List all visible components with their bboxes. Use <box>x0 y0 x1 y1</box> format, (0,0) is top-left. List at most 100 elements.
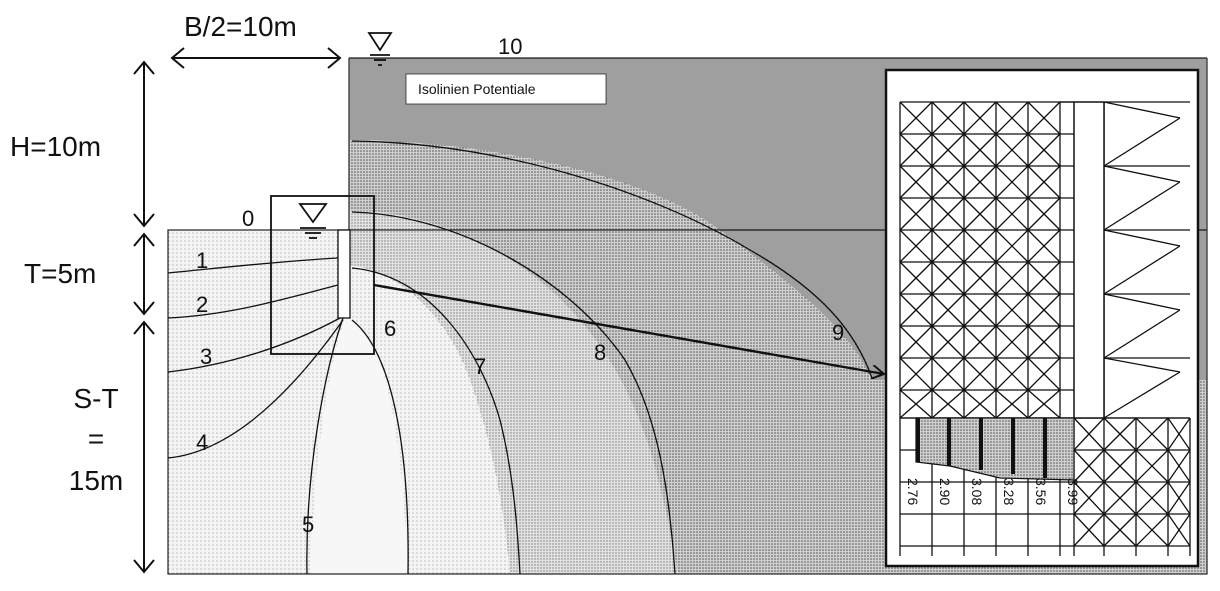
mesh-line <box>1103 449 1137 483</box>
mesh-line <box>963 133 997 167</box>
mesh-line <box>963 293 997 327</box>
isoline-4 <box>167 319 344 459</box>
mesh-line <box>1027 133 1061 167</box>
mesh-line <box>1103 417 1137 451</box>
mesh-line <box>931 325 965 359</box>
mesh-line <box>995 325 1029 359</box>
mesh-line <box>931 261 965 295</box>
mesh-line <box>963 325 997 359</box>
mesh-line <box>1027 101 1061 135</box>
height-label: H=10m <box>10 131 101 162</box>
mesh-line <box>1135 449 1169 483</box>
isoline-9 <box>351 140 873 379</box>
detail-sheet-pile <box>1073 101 1105 419</box>
mesh-line <box>995 293 1029 327</box>
s-minus-t-label-line1: S-T <box>73 383 118 414</box>
water-level-icon-upstream <box>367 32 393 66</box>
mesh-line <box>899 165 933 199</box>
mesh-line <box>1103 229 1181 247</box>
legend-label: Isolinien Potentiale <box>418 81 536 97</box>
mesh-line <box>899 357 933 391</box>
mesh-line <box>1103 101 1181 119</box>
mesh-line <box>963 101 997 135</box>
mesh-line <box>995 197 1029 231</box>
mesh-line <box>1167 417 1191 451</box>
detail-value-3: 3.28 <box>1001 478 1017 505</box>
isoline-label-9: 9 <box>832 320 844 345</box>
detail-arrow <box>373 283 884 374</box>
mesh-line <box>1103 371 1181 419</box>
mesh-line <box>899 133 933 167</box>
isoline-label-3: 3 <box>200 344 212 369</box>
mesh-line <box>995 165 1029 199</box>
mesh-line <box>1135 513 1169 547</box>
mesh-line <box>1103 181 1181 231</box>
detail-value-5: 3.99 <box>1065 478 1081 505</box>
detail-value-4: 3.56 <box>1033 478 1049 505</box>
mesh-line <box>1135 417 1169 451</box>
mesh-line <box>1135 481 1169 515</box>
dimension-lines <box>133 47 342 574</box>
region-5-6 <box>310 318 408 574</box>
mesh-line <box>1103 513 1137 547</box>
mesh-line <box>931 101 965 135</box>
mesh-line <box>1073 449 1105 483</box>
isoline-1 <box>167 257 339 274</box>
isoline-label-1: 1 <box>196 248 208 273</box>
half-width-label: B/2=10m <box>184 11 297 42</box>
detail-inset: 2.76 2.90 3.08 3.28 3.56 3.99 <box>884 68 1200 568</box>
mesh-line <box>899 261 933 295</box>
mesh-line <box>963 197 997 231</box>
mesh-line <box>1103 481 1137 515</box>
mesh-line <box>899 389 933 419</box>
mesh-line <box>1167 449 1191 483</box>
mesh-line <box>931 197 965 231</box>
detail-marker-box <box>270 195 375 355</box>
isoline-label-4: 4 <box>196 430 208 455</box>
mesh-line <box>899 229 933 263</box>
mesh-line <box>1103 357 1181 373</box>
detail-values: 2.76 2.90 3.08 3.28 3.56 3.99 <box>905 478 1081 505</box>
mesh-line <box>899 325 933 359</box>
isolines <box>167 140 873 575</box>
mesh-line <box>1073 417 1105 451</box>
mesh-line <box>1103 293 1181 311</box>
s-minus-t-label-line2: = <box>88 423 104 454</box>
mesh-line <box>1167 513 1191 547</box>
mesh-line <box>963 389 997 419</box>
mesh-line <box>963 261 997 295</box>
mesh-line <box>931 357 965 391</box>
mesh-line <box>899 293 933 327</box>
mesh-line <box>1027 261 1061 295</box>
domain-outline <box>167 57 1208 575</box>
isoline-2 <box>167 284 339 319</box>
mesh-line <box>1167 481 1191 515</box>
mesh-line <box>1027 229 1061 263</box>
mesh-line <box>1103 165 1181 183</box>
isoline-label-6: 6 <box>384 316 396 341</box>
mesh-line <box>1027 293 1061 327</box>
mesh-line <box>899 101 933 135</box>
isoline-label-8: 8 <box>594 340 606 365</box>
t-depth-label: T=5m <box>24 258 96 289</box>
mesh-line <box>931 389 965 419</box>
mesh-line <box>1027 357 1061 391</box>
mesh-line <box>1027 325 1061 359</box>
mesh-line <box>931 165 965 199</box>
mesh-line <box>995 229 1029 263</box>
isoline-label-5: 5 <box>302 512 314 537</box>
mesh-line <box>995 101 1029 135</box>
mesh-line <box>1027 389 1061 419</box>
isoline-7 <box>351 267 521 575</box>
mesh-line <box>963 165 997 199</box>
mesh-line <box>963 229 997 263</box>
mesh-line <box>995 133 1029 167</box>
sheet-pile <box>337 229 351 319</box>
mesh-line <box>995 261 1029 295</box>
mesh-line <box>995 389 1029 419</box>
isoline-label-0: 0 <box>242 206 254 231</box>
isoline-label-2: 2 <box>196 292 208 317</box>
isoline-label-10: 10 <box>498 34 522 59</box>
detail-markers <box>916 418 1047 478</box>
